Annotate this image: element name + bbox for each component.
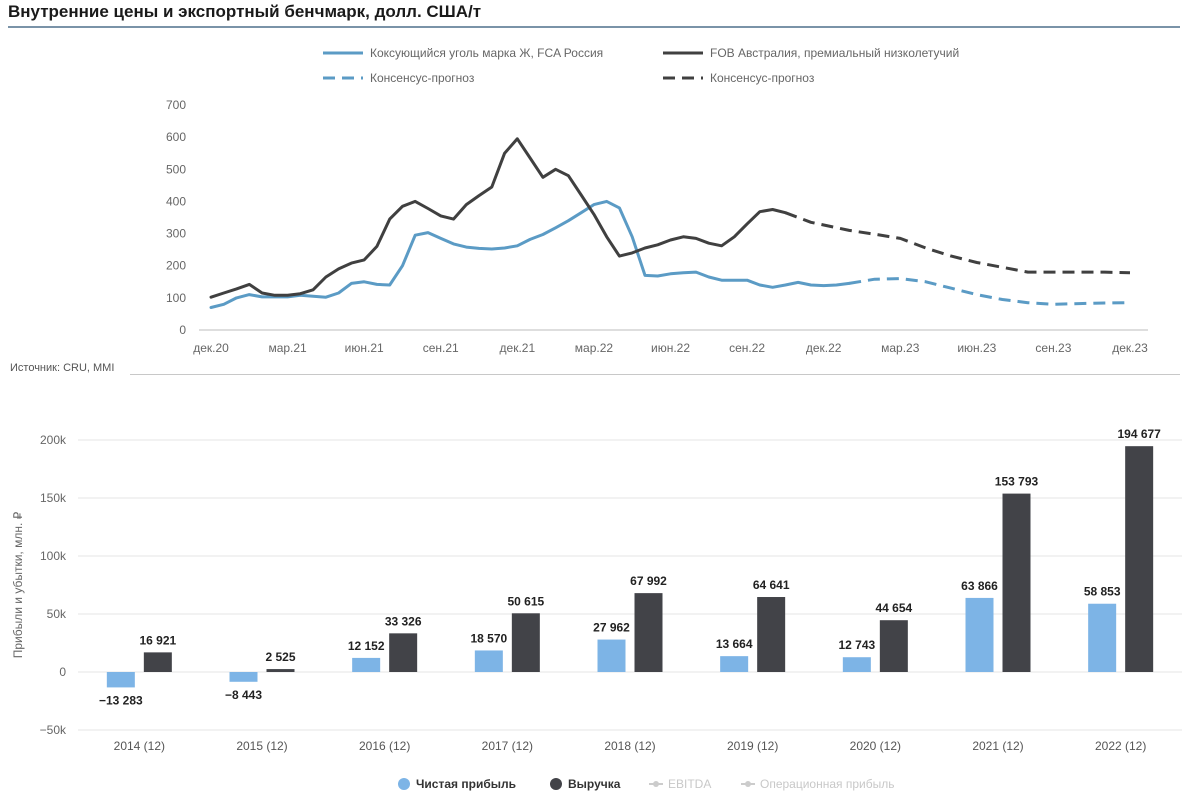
bar [597,639,626,672]
bar [474,650,503,672]
data-label: 50 615 [507,594,544,608]
bar [965,597,994,672]
x-tick-label: мар.23 [881,341,920,355]
y-tick-label: 600 [166,130,186,144]
bar [266,669,295,672]
series-line-0 [209,199,851,309]
x-tick-label: 2015 (12) [236,739,287,753]
legend-label-2: EBITDA [668,777,711,791]
bar [1002,493,1031,672]
y-axis-title: Прибыли и убытки, млн. ₽ [11,511,25,658]
x-tick-label: 2017 (12) [482,739,533,753]
source-note: Источник: CRU, MMI [10,362,115,374]
bar [1125,446,1154,672]
y-tick-label: 500 [166,162,186,176]
y-tick-label: 0 [59,665,66,679]
y-tick-label: 200k [40,433,67,447]
x-tick-label: 2019 (12) [727,739,778,753]
profit-bar-chart: −50k 0 50k 100k 150k 200k Прибыли и убытки, мл… [11,427,1182,791]
data-label: 12 152 [348,639,385,653]
bar [842,657,871,672]
y-tick-label: 150k [40,491,67,505]
x-tick-label: 2018 (12) [604,739,655,753]
x-tick-label: сен.21 [423,341,459,355]
y-tick-label: 100 [166,291,186,305]
data-label: −8 443 [225,688,262,702]
data-label: 13 664 [716,637,753,651]
x-tick-label: 2022 (12) [1095,739,1146,753]
data-label: 16 921 [139,633,176,647]
data-label: 27 962 [593,621,630,635]
data-label: 2 525 [265,650,295,664]
x-tick-label: дек.23 [1112,341,1148,355]
section-divider [130,374,1180,375]
x-tick-label: июн.23 [957,341,996,355]
data-label: 44 654 [875,601,912,615]
y-tick-label: 200 [166,259,186,273]
bar [720,656,749,672]
bar [143,652,172,672]
data-label: 33 326 [385,614,422,628]
x-tick-label: 2021 (12) [972,739,1023,753]
forecast-line-3 [784,211,1131,275]
bar [389,633,418,672]
forecast-line-2 [848,277,1131,306]
y-tick-label: 700 [166,98,186,112]
legend-label-1: FOB Австралия, премиальный низколетучий [710,46,959,60]
bar [511,613,540,672]
data-label: 64 641 [753,578,790,592]
y-tick-label: 400 [166,194,186,208]
bar [229,672,258,682]
legend-label-3: Операционная прибыль [760,777,895,791]
bar [352,657,381,672]
bar [106,672,135,688]
y-tick-label: 100k [40,549,67,563]
legend-label-1: Выручка [568,777,621,791]
y-tick-label: 0 [179,323,186,337]
legend-marker-0 [398,778,410,790]
legend-marker-3 [745,781,751,787]
title-divider [8,26,1180,28]
data-label: 67 992 [630,574,667,588]
x-tick-label: сен.23 [1035,341,1071,355]
legend-label-3: Консенсус-прогноз [710,71,815,85]
x-tick-label: сен.22 [729,341,765,355]
data-label: 58 853 [1084,585,1121,599]
legend-marker-2 [653,781,659,787]
series-line-1 [209,137,787,299]
data-label: 63 866 [961,579,998,593]
x-tick-label: 2020 (12) [850,739,901,753]
x-tick-label: дек.22 [806,341,842,355]
x-tick-label: 2014 (12) [114,739,165,753]
data-label: 194 677 [1117,427,1161,441]
data-label: 153 793 [995,475,1039,489]
x-tick-label: мар.21 [268,341,307,355]
bar [879,620,908,672]
legend-marker-1 [550,778,562,790]
y-tick-label: 50k [47,607,67,621]
x-tick-label: мар.22 [575,341,614,355]
x-tick-label: 2016 (12) [359,739,410,753]
y-tick-label: −50k [40,723,67,737]
x-tick-label: дек.20 [193,341,229,355]
bar [757,597,786,672]
x-tick-label: июн.21 [345,341,384,355]
price-line-chart: 0 100 200 300 400 500 600 700 дек.20 мар.21 июн.21… [166,46,1148,355]
bar [634,593,663,672]
data-label: 12 743 [838,638,875,652]
y-tick-label: 300 [166,227,186,241]
data-label: 18 570 [470,631,507,645]
legend-label-0: Коксующийся уголь марка Ж, FCA Россия [370,46,603,60]
x-tick-label: дек.21 [500,341,536,355]
x-tick-label: июн.22 [651,341,690,355]
page-title: Внутренние цены и экспортный бенчмарк, д… [8,2,482,21]
legend-label-0: Чистая прибыль [416,777,516,791]
legend-label-2: Консенсус-прогноз [370,71,475,85]
data-label: −13 283 [99,693,143,707]
bar [1088,603,1117,672]
